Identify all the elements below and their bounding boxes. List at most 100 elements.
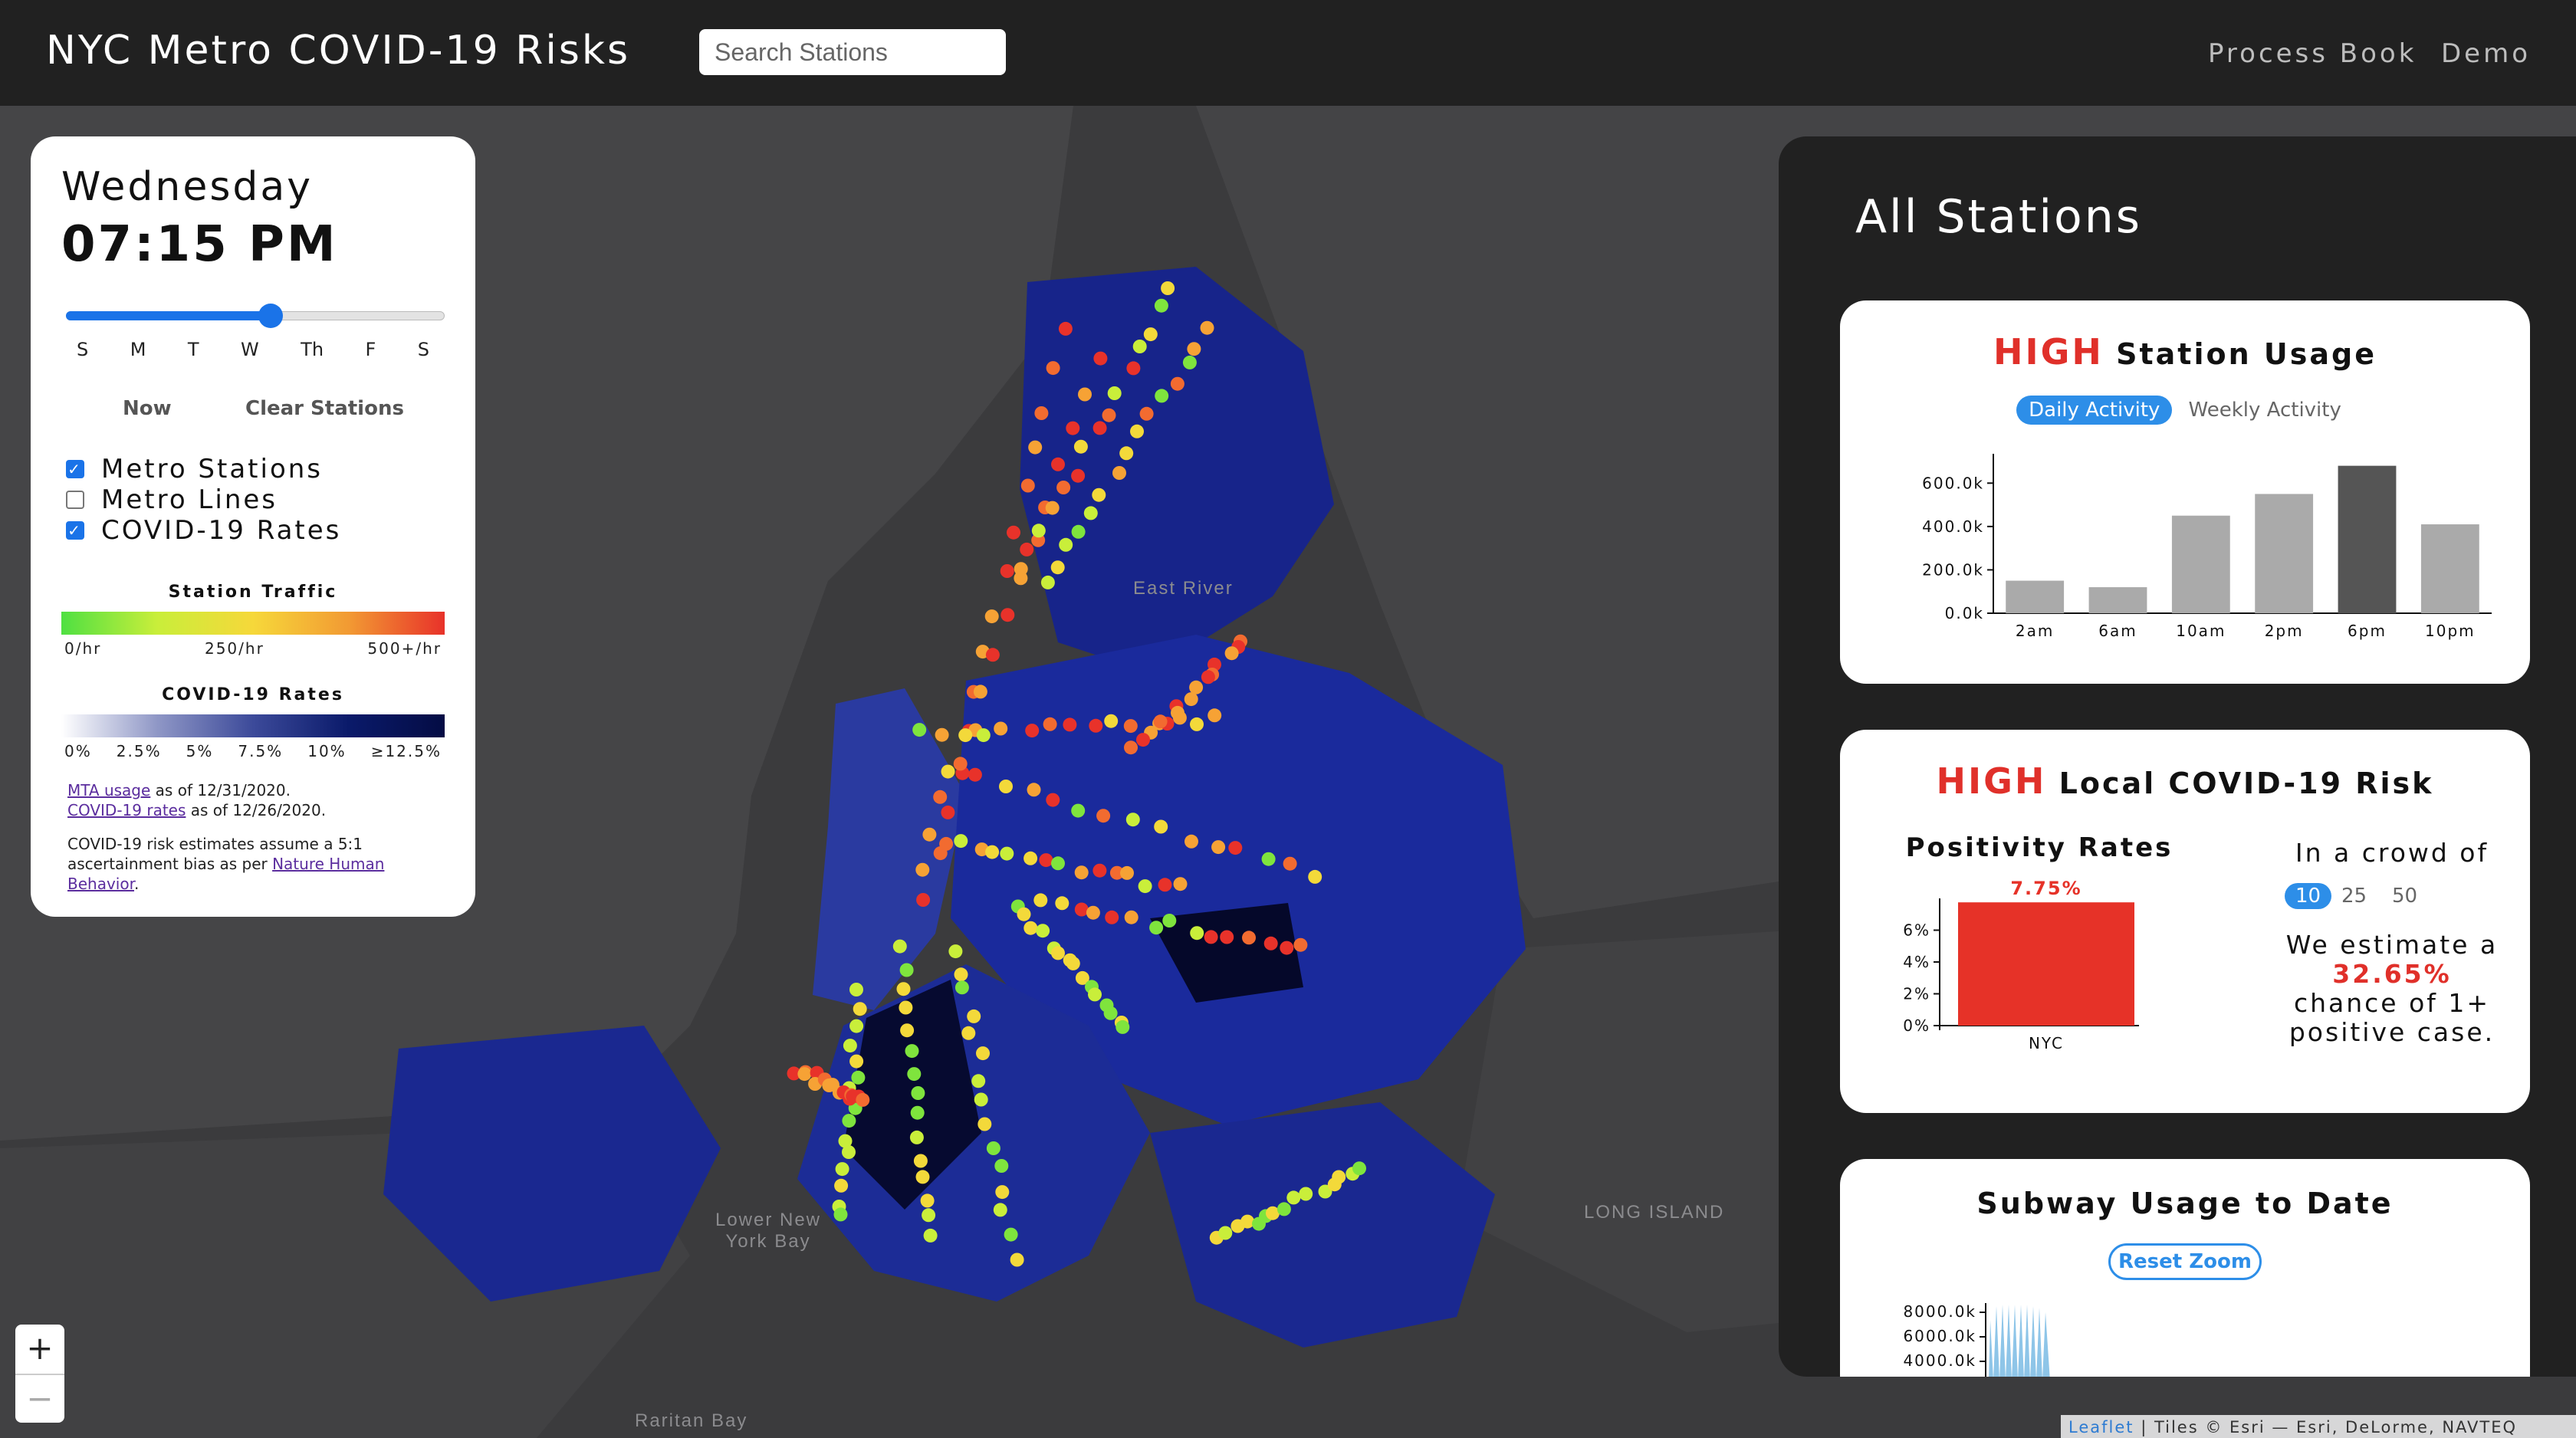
station-marker — [1034, 406, 1049, 420]
estimate-post: chance of 1+ positive case. — [2288, 988, 2496, 1047]
crowd-option-50[interactable]: 50 — [2392, 885, 2418, 908]
station-marker — [1040, 575, 1055, 589]
station-marker — [1102, 408, 1116, 422]
station-marker — [1299, 1187, 1313, 1201]
station-marker — [851, 1070, 866, 1085]
usage-tabs: Daily Activity Weekly Activity — [1840, 396, 2530, 425]
station-marker — [1149, 921, 1164, 935]
covid-rates-link[interactable]: COVID-19 rates — [67, 801, 186, 819]
station-marker — [1000, 846, 1014, 861]
usage-bar — [2088, 587, 2147, 613]
checkbox-metro-lines[interactable]: Metro Lines — [66, 484, 278, 515]
checkbox-covid-rates[interactable]: ✓ COVID-19 Rates — [66, 515, 341, 546]
station-marker — [1120, 865, 1134, 880]
station-marker — [920, 1193, 935, 1208]
covid-tick: 2.5% — [116, 742, 162, 760]
crowd-option-10[interactable]: 10 — [2285, 883, 2332, 909]
station-marker — [1020, 542, 1034, 556]
station-usage-chart: 0.0k 200.0k 400.0k 600.0k 2am 6am 10am 2pm 6pm 10… — [1922, 454, 2492, 640]
leaflet-link[interactable]: Leaflet — [2068, 1418, 2134, 1436]
station-marker — [948, 944, 963, 959]
day-tick-mon: M — [130, 339, 146, 360]
station-marker — [1043, 717, 1057, 731]
station-marker — [1276, 1202, 1291, 1216]
station-marker — [797, 1067, 812, 1082]
station-marker — [939, 836, 954, 851]
station-marker — [849, 1054, 864, 1069]
checkbox-unchecked-icon[interactable] — [66, 491, 84, 509]
panel-title: All Stations — [1855, 190, 2143, 244]
checkbox-checked-icon[interactable]: ✓ — [66, 460, 84, 478]
map-label-long-island: LONG ISLAND — [1584, 1202, 1725, 1223]
nav-demo[interactable]: Demo — [2441, 38, 2532, 69]
nav-process-book[interactable]: Process Book — [2208, 38, 2417, 69]
zoom-in-button[interactable]: + — [26, 1329, 54, 1367]
station-marker — [985, 648, 1000, 662]
station-marker — [915, 862, 930, 877]
checkbox-metro-stations[interactable]: ✓ Metro Stations — [66, 454, 323, 484]
covid-tick: 7.5% — [238, 742, 284, 760]
station-marker — [1007, 525, 1020, 540]
crowd-option-25[interactable]: 25 — [2341, 885, 2367, 908]
station-marker — [1204, 930, 1218, 944]
station-marker — [1286, 1190, 1301, 1205]
positivity-y-tick-label: 6% — [1903, 921, 1930, 940]
station-marker — [1092, 863, 1107, 878]
checkbox-checked-icon[interactable]: ✓ — [66, 521, 84, 540]
tab-weekly-activity[interactable]: Weekly Activity — [2188, 399, 2341, 422]
mta-usage-link[interactable]: MTA usage — [67, 781, 151, 799]
station-marker — [1066, 956, 1080, 970]
todate-area — [1989, 1305, 2050, 1377]
nature-human-behavior-link[interactable]: Nature Human Behavior — [67, 855, 385, 893]
note-text: COVID-19 risk estimates assume a 5:1 asc… — [67, 835, 363, 873]
station-usage-title: HIGH Station Usage — [1840, 331, 2530, 373]
tab-daily-activity[interactable]: Daily Activity — [2016, 396, 2173, 425]
station-marker — [843, 1039, 857, 1053]
todate-ytick: 8000.0k — [1903, 1302, 1976, 1321]
station-marker — [856, 1092, 870, 1107]
search-stations-input[interactable] — [699, 29, 1006, 75]
station-marker — [1051, 856, 1065, 871]
station-marker — [986, 1141, 1001, 1155]
station-marker — [968, 767, 982, 782]
now-button[interactable]: Now — [123, 397, 172, 420]
zoom-out-button[interactable]: − — [15, 1374, 64, 1423]
station-marker — [1161, 281, 1175, 295]
station-marker — [1130, 424, 1144, 438]
station-marker — [1218, 1226, 1233, 1240]
reset-zoom-button[interactable]: Reset Zoom — [2108, 1243, 2262, 1280]
station-marker — [842, 1114, 856, 1128]
station-marker — [1283, 856, 1297, 871]
attribution-text: | Tiles © Esri — Esri, DeLorme, NAVTEQ — [2134, 1418, 2518, 1436]
day-tick-wed: W — [240, 339, 259, 360]
station-marker — [1063, 717, 1077, 732]
station-marker — [1017, 907, 1031, 921]
positivity-rates-chart: 0% 2% 4% 6% 7.75% NYC — [1903, 878, 2139, 1052]
station-marker — [1189, 680, 1204, 694]
station-marker — [1132, 340, 1147, 353]
bias-note: COVID-19 risk estimates assume a 5:1 asc… — [67, 834, 451, 894]
station-marker — [1280, 941, 1294, 955]
station-marker — [985, 845, 1000, 859]
station-marker — [933, 790, 948, 804]
covid-legend-title: COVID-19 Rates — [162, 685, 344, 704]
usage-to-date-chart[interactable]: 8000.0k 6000.0k 4000.0k — [1840, 1289, 2530, 1377]
station-marker — [1124, 740, 1138, 755]
covid-tick: 0% — [64, 742, 92, 760]
station-marker — [1318, 1184, 1332, 1199]
station-marker — [1352, 1161, 1366, 1176]
checkbox-label: Metro Lines — [101, 484, 278, 515]
station-markers[interactable] — [787, 281, 1367, 1267]
station-marker — [833, 1207, 848, 1222]
map-label-east-river: East River — [1133, 578, 1234, 599]
positivity-x-tick-label: NYC — [2029, 1034, 2064, 1052]
station-traffic-legend-title: Station Traffic — [168, 583, 338, 602]
app-title: NYC Metro COVID-19 Risks — [46, 28, 631, 74]
positivity-bar — [1958, 902, 2134, 1026]
station-marker — [978, 1117, 992, 1131]
station-marker — [1058, 321, 1073, 336]
station-marker — [1116, 1019, 1130, 1034]
clear-stations-button[interactable]: Clear Stations — [245, 397, 404, 420]
time-slider-thumb[interactable] — [258, 304, 283, 328]
